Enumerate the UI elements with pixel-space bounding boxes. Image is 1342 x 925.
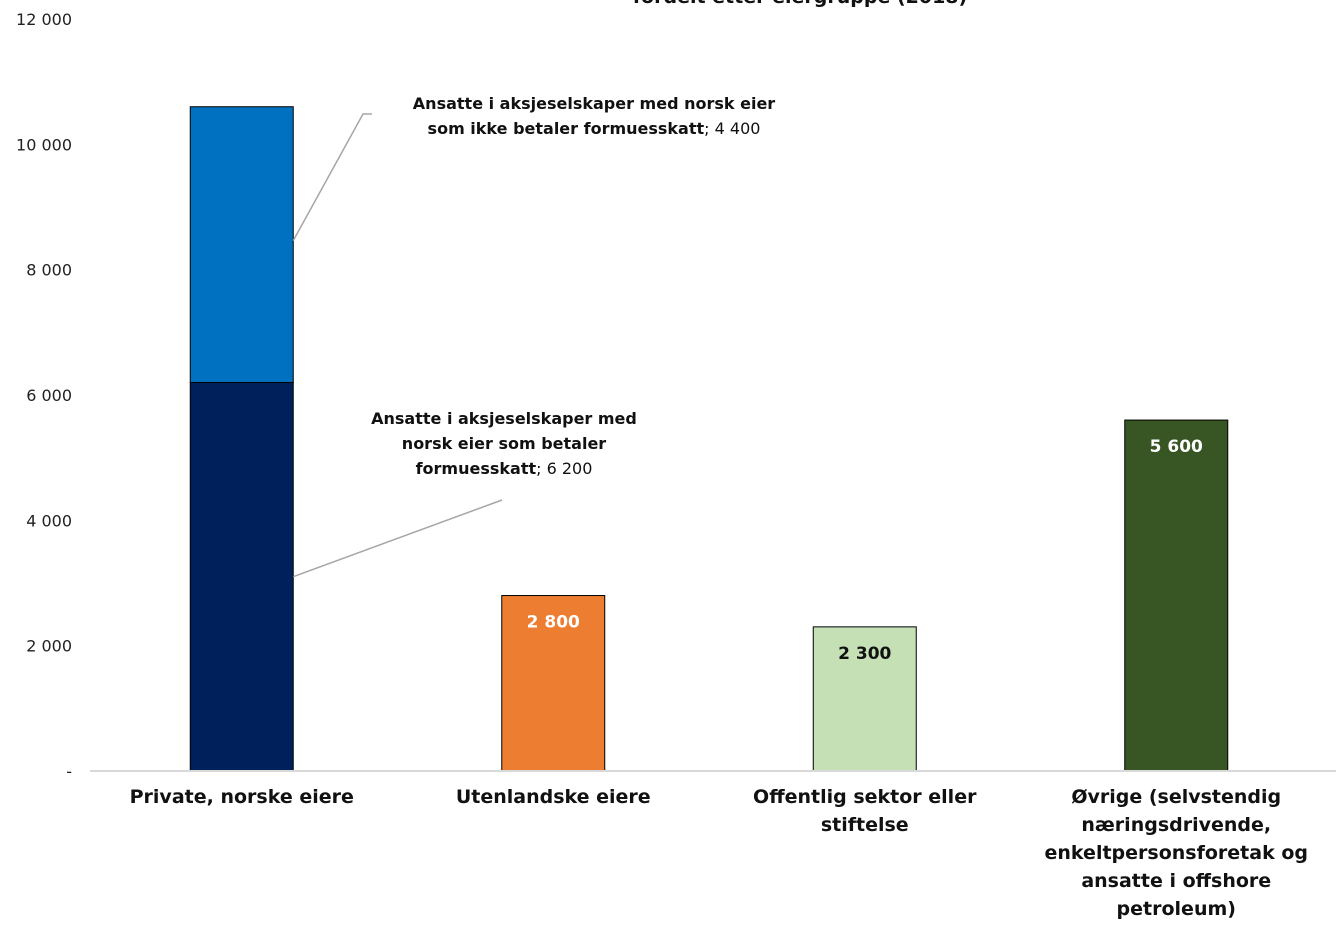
category-label: enkeltpersonsforetak og — [1045, 842, 1308, 864]
bar-data-label: 5 600 — [1150, 437, 1203, 457]
bar — [1124, 419, 1229, 772]
category-label: stiftelse — [821, 814, 909, 836]
bar — [189, 381, 294, 772]
y-tick-label: 8 000 — [26, 261, 72, 280]
bar-data-label: 2 300 — [838, 644, 891, 664]
category-label: Offentlig sektor eller — [753, 786, 977, 808]
y-tick-label: 2 000 — [26, 637, 72, 656]
y-tick-label: 6 000 — [26, 386, 72, 405]
annotation-upper-segment: Ansatte i aksjeselskaper med norsk eier — [413, 94, 775, 113]
category-label: ansatte i offshore — [1081, 870, 1271, 892]
y-tick-label: - — [66, 762, 72, 781]
category-label: petroleum) — [1117, 898, 1236, 920]
category-label: Øvrige (selvstendig — [1071, 786, 1281, 808]
annotation-lower-segment: formuesskatt; 6 200 — [416, 459, 593, 478]
annotation-upper-segment: som ikke betaler formuesskatt; 4 400 — [428, 119, 761, 138]
chart-title: fordelt etter eiergruppe (2018) — [633, 0, 967, 8]
category-label: Private, norske eiere — [130, 786, 354, 808]
leader-line-upper — [292, 113, 372, 241]
annotation-lower-segment: Ansatte i aksjeselskaper med — [371, 409, 637, 428]
bar-data-label: 2 800 — [527, 613, 580, 633]
y-tick-label: 12 000 — [16, 10, 72, 29]
bar — [501, 595, 606, 772]
annotation-lower-segment: norsk eier som betaler — [402, 434, 607, 453]
category-label: Utenlandske eiere — [456, 786, 651, 808]
bar — [812, 626, 917, 772]
category-label: næringsdrivende, — [1081, 814, 1271, 836]
bar — [189, 106, 294, 383]
leader-line-lower — [292, 499, 503, 578]
y-tick-label: 10 000 — [16, 135, 72, 154]
y-tick-label: 4 000 — [26, 511, 72, 530]
